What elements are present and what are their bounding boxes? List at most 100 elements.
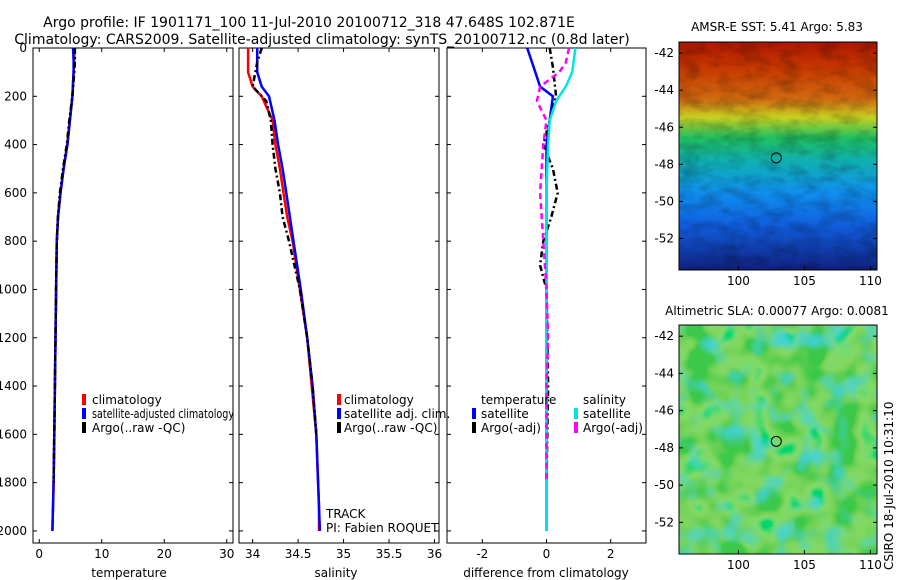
figure-title-line2: Climatology: CARS2009. Satellite-adjuste… bbox=[14, 32, 629, 48]
series-line-temperature-argo-adj- bbox=[538, 47, 559, 483]
x-tick-label: 34.5 bbox=[285, 547, 312, 561]
temperature-xlabel: temperature bbox=[91, 566, 166, 580]
sst-map bbox=[679, 42, 877, 270]
y-tick-label: 1800 bbox=[0, 476, 27, 490]
x-tick-label: 20 bbox=[157, 547, 172, 561]
temperature-legend: climatology satellite-adjusted climatolo… bbox=[82, 393, 234, 435]
legend-sal-argo: Argo(-adj) bbox=[583, 421, 643, 435]
legend-satellite-adj: satellite adj. clim. bbox=[344, 407, 450, 421]
y-tick-label: -50 bbox=[654, 194, 674, 208]
legend-swatch-satellite bbox=[337, 408, 341, 419]
x-tick-label: 35.5 bbox=[376, 547, 403, 561]
legend-swatch-argo bbox=[82, 422, 86, 433]
legend-salinity-header: salinity bbox=[583, 393, 626, 407]
y-tick-label: 1000 bbox=[0, 282, 27, 296]
temperature-x-ticks: 0 10 20 30 bbox=[33, 47, 234, 561]
sla-map bbox=[679, 325, 877, 554]
x-tick-label: 0 bbox=[543, 547, 551, 561]
legend-swatch-sal-argo bbox=[574, 422, 578, 433]
difference-series bbox=[526, 47, 577, 531]
x-tick-label: 100 bbox=[727, 274, 750, 288]
y-tick-label: 2000 bbox=[0, 524, 27, 538]
y-tick-label: 200 bbox=[4, 89, 27, 103]
y-tick-label: -48 bbox=[654, 441, 674, 455]
y-tick-label: -50 bbox=[654, 478, 674, 492]
temperature-axes bbox=[32, 47, 234, 544]
x-tick-label: 110 bbox=[859, 558, 882, 572]
legend-climatology: climatology bbox=[344, 393, 414, 407]
legend-temp-satellite: satellite bbox=[481, 407, 529, 421]
y-tick-label: 1400 bbox=[0, 379, 27, 393]
legend-climatology: climatology bbox=[92, 393, 162, 407]
y-tick-label: -44 bbox=[654, 366, 674, 380]
pi-label: PI: Fabien ROQUET bbox=[326, 521, 439, 535]
x-tick-label: 0 bbox=[35, 547, 43, 561]
legend-swatch-sal-satellite bbox=[574, 408, 578, 419]
x-tick-label: 105 bbox=[793, 274, 816, 288]
y-tick-label: 1600 bbox=[0, 427, 27, 441]
csiro-timestamp: CSIRO 18-Jul-2010 10:31:10 bbox=[882, 402, 896, 570]
difference-x-ticks: -2 0 2 bbox=[447, 47, 646, 561]
legend-temperature-header: temperature bbox=[481, 393, 556, 407]
x-tick-label: 34 bbox=[245, 547, 260, 561]
legend-swatch-climatology bbox=[337, 394, 341, 405]
x-tick-label: 110 bbox=[859, 274, 882, 288]
legend-sal-satellite: satellite bbox=[583, 407, 631, 421]
figure-title-line1: Argo profile: IF 1901171_100 11-Jul-2010… bbox=[43, 15, 575, 31]
temperature-y-ticks: 0 200 400 600 800 1000 1200 1400 1600 1800 2000 bbox=[0, 41, 27, 538]
sla-map-title: Altimetric SLA: 0.00077 Argo: 0.0081 bbox=[665, 304, 889, 318]
difference-legend: temperature salinity satellite Argo(-adj… bbox=[472, 393, 643, 435]
y-tick-label: -52 bbox=[654, 231, 674, 245]
sst-y-ticks: -42 -44 -46 -48 -50 -52 bbox=[654, 46, 877, 245]
track-label: TRACK bbox=[325, 507, 367, 521]
series-line-argo-raw-qc- bbox=[52, 48, 77, 483]
y-tick-label: -44 bbox=[654, 83, 674, 97]
x-tick-label: 35 bbox=[336, 547, 351, 561]
sst-map-frame bbox=[678, 41, 878, 271]
x-tick-label: -2 bbox=[476, 547, 488, 561]
legend-swatch-climatology bbox=[82, 394, 86, 405]
series-line-salinity-satellite bbox=[545, 47, 577, 531]
sst-x-ticks: 100 105 110 bbox=[727, 266, 882, 288]
legend-argo: Argo(..raw -QC) bbox=[344, 421, 437, 435]
sla-argo-location-marker bbox=[770, 435, 782, 447]
y-tick-label: 1200 bbox=[0, 331, 27, 345]
series-line-argo-raw-qc- bbox=[251, 47, 318, 435]
legend-swatch-temp-argo bbox=[472, 422, 476, 433]
sla-map-frame bbox=[678, 324, 878, 555]
series-line-salinity-argo-adj- bbox=[535, 47, 571, 483]
y-tick-label: -42 bbox=[654, 329, 674, 343]
legend-swatch-satellite bbox=[82, 408, 86, 419]
x-tick-label: 36 bbox=[427, 547, 442, 561]
salinity-xlabel: salinity bbox=[314, 566, 357, 580]
y-tick-label: 800 bbox=[4, 234, 27, 248]
x-tick-label: 105 bbox=[793, 558, 816, 572]
y-tick-label: -48 bbox=[654, 157, 674, 171]
x-tick-label: 100 bbox=[727, 558, 750, 572]
sst-argo-location-marker bbox=[770, 152, 782, 164]
legend-swatch-temp-satellite bbox=[472, 408, 476, 419]
salinity-legend: climatology satellite adj. clim. Argo(..… bbox=[325, 393, 450, 535]
salinity-series bbox=[246, 47, 322, 531]
y-tick-label: 0 bbox=[19, 41, 27, 55]
y-tick-label: 400 bbox=[4, 138, 27, 152]
legend-temp-argo: Argo(-adj) bbox=[481, 421, 541, 435]
sla-x-ticks: 100 105 110 bbox=[727, 550, 882, 572]
legend-swatch-argo bbox=[337, 422, 341, 433]
legend-satellite-adjusted: satellite-adjusted climatology bbox=[92, 407, 234, 421]
legend-argo: Argo(..raw -QC) bbox=[92, 421, 185, 435]
y-tick-label: -46 bbox=[654, 404, 674, 418]
salinity-axes bbox=[238, 47, 440, 544]
sla-texture-cool bbox=[679, 325, 877, 554]
y-tick-label: -46 bbox=[654, 120, 674, 134]
temperature-series bbox=[51, 47, 77, 531]
y-tick-label: 600 bbox=[4, 186, 27, 200]
x-tick-label: 2 bbox=[607, 547, 615, 561]
y-tick-label: -52 bbox=[654, 515, 674, 529]
difference-xlabel: difference from climatology bbox=[463, 566, 629, 580]
y-tick-label: -42 bbox=[654, 46, 674, 60]
sst-texture bbox=[679, 42, 877, 270]
series-line-satellite-adj-clim- bbox=[255, 48, 322, 531]
x-tick-label: 30 bbox=[219, 547, 234, 561]
